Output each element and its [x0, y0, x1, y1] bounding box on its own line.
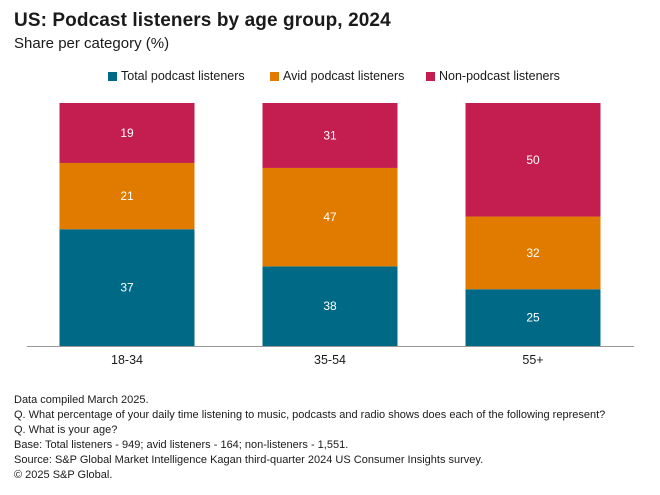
legend-swatch-avid [270, 71, 279, 81]
bar-55+-avid-podcast-listeners [465, 216, 601, 290]
legend: Total podcast listeners Avid podcast lis… [0, 69, 660, 87]
data-label-18-34-0: 37 [120, 281, 134, 295]
note-source: Source: S&P Global Market Intelligence K… [14, 454, 484, 467]
legend-label-avid: Avid podcast listeners [283, 69, 405, 83]
legend-item-total: Total podcast listeners [108, 69, 245, 83]
bar-35-54-total-podcast-listeners [262, 266, 398, 346]
x-tick-label-18-34: 18-34 [111, 353, 143, 367]
data-label-55+-0: 25 [526, 311, 540, 325]
bar-18-34-non-podcast-listeners [59, 103, 195, 163]
note-base: Base: Total listeners - 949; avid listen… [14, 439, 349, 452]
data-label-35-54-0: 38 [323, 299, 337, 313]
note-copyright: © 2025 S&P Global. [14, 469, 113, 482]
note-question-1: Q. What percentage of your daily time li… [14, 409, 606, 422]
stacked-bar-chart: 37 21 19 18-34 38 47 31 35-54 25 32 50 55+ [27, 103, 634, 367]
data-label-55+-1: 32 [526, 246, 540, 260]
bar-18-34-total-podcast-listeners [59, 229, 195, 346]
legend-item-avid: Avid podcast listeners [270, 69, 404, 83]
bar-55+-total-podcast-listeners [465, 289, 601, 346]
note-compiled: Data compiled March 2025. [14, 394, 149, 406]
legend-item-non: Non-podcast listeners [426, 69, 560, 83]
legend-label-non: Non-podcast listeners [439, 69, 560, 83]
legend-swatch-total [108, 71, 117, 81]
legend-swatch-non [426, 71, 435, 81]
bar-18-34-avid-podcast-listeners [59, 162, 195, 230]
chart-subtitle: Share per category (%) [14, 35, 170, 52]
data-label-35-54-2: 31 [323, 128, 337, 142]
x-tick-label-35-54: 35-54 [314, 353, 346, 367]
data-label-35-54-1: 47 [323, 210, 337, 224]
bar-35-54-non-podcast-listeners [262, 103, 398, 168]
legend-label-total: Total podcast listeners [121, 69, 245, 83]
footnotes: Data compiled March 2025. Q. What percen… [14, 393, 605, 484]
x-tick-label-55+: 55+ [522, 353, 543, 367]
bar-35-54-avid-podcast-listeners [262, 167, 398, 267]
bar-55+-non-podcast-listeners [465, 103, 601, 217]
note-question-2: Q. What is your age? [14, 424, 118, 437]
chart-title: US: Podcast listeners by age group, 2024 [14, 10, 391, 31]
data-label-55+-2: 50 [526, 153, 540, 167]
data-label-18-34-2: 19 [120, 126, 134, 140]
data-label-18-34-1: 21 [120, 189, 134, 203]
